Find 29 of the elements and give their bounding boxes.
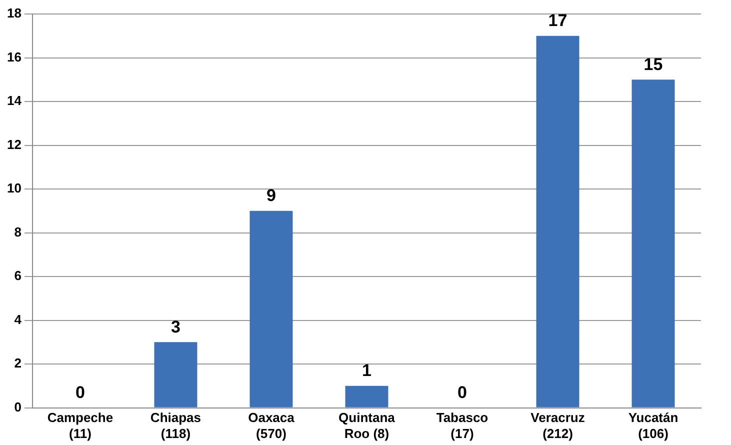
- data-label: 15: [644, 54, 663, 74]
- data-label: 0: [75, 382, 85, 402]
- data-label: 17: [548, 11, 568, 30]
- data-label: 0: [458, 382, 467, 402]
- x-tick-label: Campeche (11): [47, 410, 114, 441]
- x-tick-label: Tabasco (17): [436, 410, 488, 441]
- y-tick-label: 18: [6, 6, 22, 21]
- x-tick-label: Chiapas (118): [150, 410, 202, 441]
- data-label: 9: [266, 186, 276, 206]
- y-tick-label: 2: [14, 356, 22, 371]
- y-tick-label: 16: [6, 49, 22, 64]
- x-tick-label: Oaxaca (570): [248, 410, 296, 441]
- y-tick-label: 0: [14, 399, 22, 414]
- data-label: 1: [362, 361, 372, 380]
- bar: [632, 80, 675, 408]
- bar: [345, 386, 388, 408]
- y-tick-label: 12: [6, 136, 22, 152]
- x-tick-label: Quintana Roo (8): [338, 410, 396, 441]
- bar: [154, 342, 198, 408]
- bar: [536, 36, 580, 408]
- y-tick-label: 6: [14, 268, 22, 284]
- bar: [250, 210, 293, 408]
- y-tick-label: 4: [14, 312, 22, 327]
- x-tick-label: Veracruz (212): [530, 410, 586, 441]
- y-tick-label: 8: [14, 224, 22, 240]
- x-tick-label: Yucatán (106): [628, 410, 678, 441]
- data-label: 3: [170, 317, 180, 336]
- y-tick-label: 14: [6, 93, 22, 108]
- y-tick-label: 10: [6, 180, 22, 196]
